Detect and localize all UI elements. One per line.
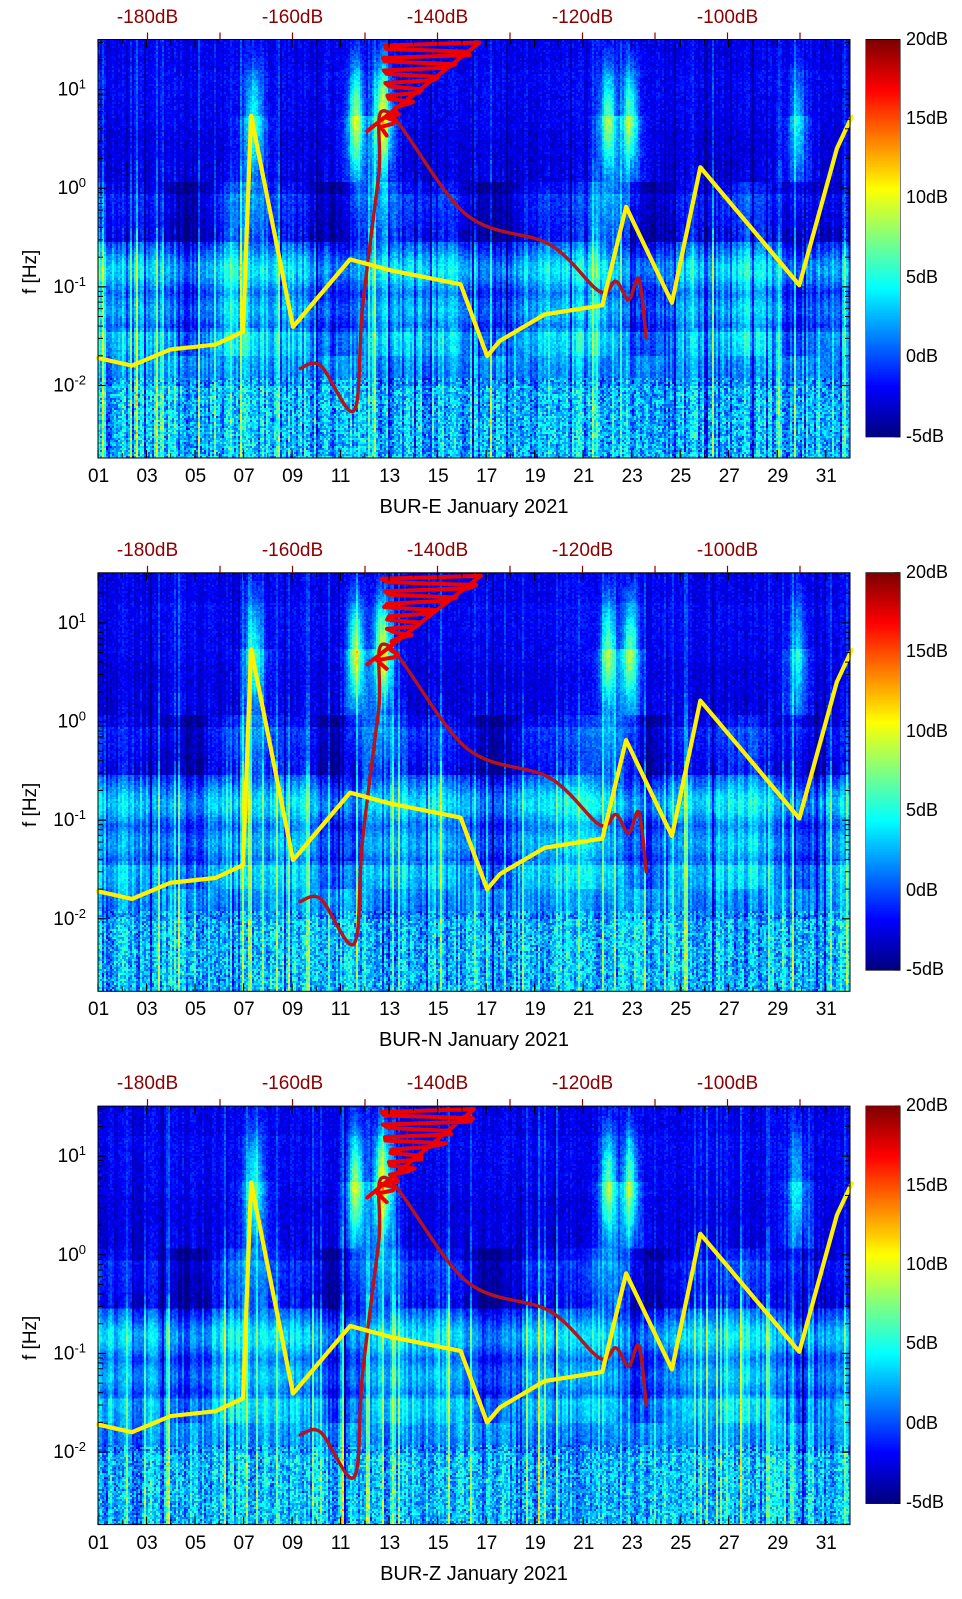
svg-text:101: 101 <box>58 1143 86 1168</box>
svg-text:100: 100 <box>58 1241 86 1266</box>
svg-text:10-2: 10-2 <box>53 1439 86 1464</box>
svg-text:10-2: 10-2 <box>53 905 86 930</box>
svg-text:10-1: 10-1 <box>53 807 86 832</box>
svg-text:10-2: 10-2 <box>53 372 86 397</box>
svg-text:101: 101 <box>58 76 86 101</box>
svg-text:100: 100 <box>58 175 86 200</box>
svg-text:10-1: 10-1 <box>53 273 86 298</box>
svg-text:10-1: 10-1 <box>53 1340 86 1365</box>
svg-text:101: 101 <box>58 609 86 634</box>
svg-text:100: 100 <box>58 708 86 733</box>
